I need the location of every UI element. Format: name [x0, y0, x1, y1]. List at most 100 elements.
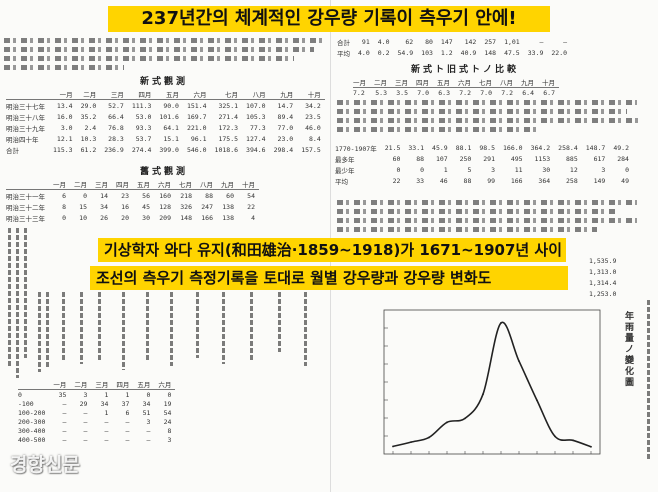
table-cell: 20 [121, 213, 129, 222]
table-cell: 298.4 [273, 145, 294, 154]
table-cell: — [83, 426, 88, 435]
table-cell: 合計 [6, 146, 19, 155]
column-header: 六月 [154, 178, 175, 190]
vertical-text-line [62, 292, 65, 362]
table-cell: 400-500 [18, 435, 46, 444]
rainfall-data-point [590, 445, 592, 448]
column-header [18, 378, 50, 390]
table-cell: 23.0 [277, 134, 294, 143]
column-header: 三月 [100, 88, 128, 100]
column-header: 十月 [238, 178, 259, 190]
table-cell: -100 [18, 399, 34, 408]
table-cell: 0 [420, 165, 425, 174]
column-header: 五月 [133, 378, 155, 390]
vertical-text-line [98, 292, 101, 360]
table-cell: 364 [538, 176, 551, 185]
annual-total-value: 1,253.0 [589, 290, 617, 298]
table-cell: 0 [167, 390, 172, 399]
text-line [4, 65, 124, 70]
vertical-text-line [122, 292, 125, 370]
table-cell: 105.3 [246, 112, 266, 121]
column-header: 八月 [242, 88, 270, 100]
column-header: 六月 [182, 88, 211, 100]
table-cell: 8 [62, 202, 66, 211]
table-cell: 13.4 [56, 101, 73, 110]
column-header: 九月 [217, 178, 238, 190]
table-cell: 21.5 [384, 143, 401, 152]
table-cell: 7.2 [353, 88, 365, 97]
table-header-row: 一月 二月 三月 四月 五月 六月 七月 八月 九月 十月 [6, 178, 259, 190]
table-cell: 34 [100, 202, 108, 211]
publisher-watermark: 경향신문 [10, 454, 80, 476]
table-row: 0 35 3 1 1 0 0 [18, 390, 175, 400]
table-cell: 49 [621, 176, 629, 185]
table-cell: 14 [100, 191, 108, 200]
column-header: 十月 [538, 76, 559, 88]
text-line [4, 47, 314, 52]
table-cell: 66.4 [108, 112, 124, 121]
table-cell: 546.0 [186, 145, 207, 154]
table-cell: 0 [625, 165, 629, 174]
table-cell: 247 [201, 202, 213, 211]
table-cell: 3 [601, 165, 606, 174]
table-cell: — [62, 408, 67, 417]
table-cell: 172.3 [218, 123, 239, 132]
table-cell: 19 [163, 399, 172, 408]
table-cell: 88 [205, 191, 213, 200]
table-cell: 90.0 [163, 101, 179, 110]
table-cell: 89.4 [277, 112, 294, 121]
rainfall-data-point [536, 399, 538, 402]
annual-total-value: 1,314.4 [589, 279, 617, 287]
annual-total-value: 1,535.9 [589, 257, 617, 265]
table-cell: 399.0 [159, 145, 179, 154]
vertical-text-line [278, 292, 281, 352]
headline: 237년간의 체계적인 강우량 기록이 측우기 안에! [141, 8, 517, 29]
table-row: 明治三十九年 3.0 2.4 76.8 93.3 64.1 221.0 172.3 77.3 77… [6, 122, 325, 133]
table-row: 平均 4.0 0.2 54.9 103 1.2 40.9 148 47.5 33.9 22.0 [337, 47, 571, 58]
chart-frame [383, 309, 601, 455]
table-cell: 3.5 [396, 88, 408, 97]
yearly-range-table: 1770-1907年 21.5 33.1 45.9 88.1 98.5 166.0 364.2… [335, 142, 633, 186]
table-cell: — [125, 435, 130, 444]
table-cell: 16 [121, 202, 129, 211]
table-cell: 147 [440, 37, 453, 46]
caption-highlight [90, 266, 568, 290]
vertical-text-line [222, 292, 225, 364]
table-cell: 291 [483, 154, 496, 163]
table-cell: 151.4 [186, 101, 207, 110]
chart-vertical-title: 年雨量ノ變化圖 [625, 312, 635, 388]
table-cell: 30 [542, 165, 551, 174]
column-header: 五月 [433, 76, 454, 88]
table-cell: 394.6 [246, 145, 266, 154]
table-cell: — [83, 435, 88, 444]
text-line [337, 227, 597, 232]
table-cell: 34.2 [305, 101, 321, 110]
table-cell: 54.9 [397, 48, 414, 57]
table-cell: 101.6 [159, 112, 179, 121]
rainfall-data-point [446, 421, 448, 424]
table-cell: — [62, 426, 67, 435]
column-header: 二月 [70, 378, 92, 390]
table-row: 明治三十二年 8 15 34 16 45 128 326 247 138 22 [6, 201, 259, 212]
column-header: 四月 [127, 88, 156, 100]
table-cell: — [62, 399, 67, 408]
table-cell: 1 [443, 165, 448, 174]
column-header: 五月 [133, 178, 154, 190]
rainfall-data-point [518, 360, 520, 363]
table-cell: 76.8 [108, 123, 124, 132]
table-cell: 138 [222, 213, 234, 222]
table-cell: 4 [251, 213, 255, 222]
table-cell: — [125, 417, 130, 426]
table-cell: 1 [104, 390, 109, 399]
table-cell: 885 [566, 154, 578, 163]
text-line [337, 209, 617, 214]
table-cell: 0 [146, 390, 151, 399]
table-cell: 54 [247, 191, 255, 200]
table-cell: 34 [100, 399, 109, 408]
table-cell: 53.7 [135, 134, 152, 143]
table-cell: — [539, 37, 544, 46]
table-cell: 45 [142, 202, 150, 211]
table-row: -100 — 29 34 37 34 19 [18, 399, 175, 408]
table-cell: 107.0 [246, 101, 266, 110]
column-header: 七月 [210, 88, 243, 100]
